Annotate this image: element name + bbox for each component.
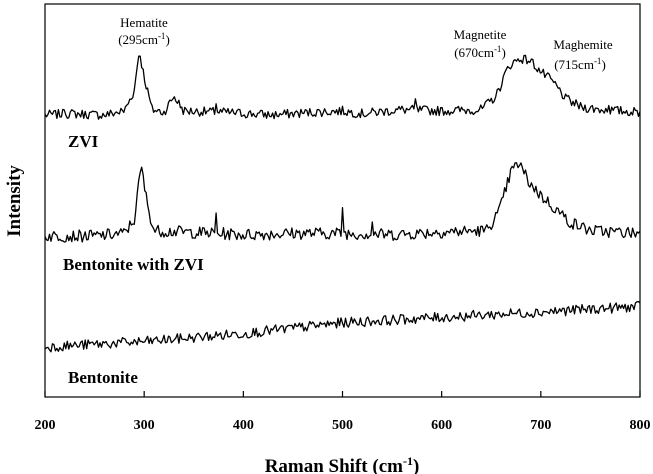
series-label-bentonite: Bentonite [68, 368, 138, 387]
spectra-series [44, 54, 641, 353]
series-line-zvi [44, 54, 641, 120]
plot-frame [44, 3, 641, 398]
svg-text:(295cm-1): (295cm-1) [118, 31, 170, 47]
y-axis-title: Intensity [4, 165, 25, 237]
svg-text:Maghemite: Maghemite [553, 37, 612, 52]
x-axis-ticks: 200 300 400 500 600 700 800 [35, 391, 651, 433]
series-line-bentonite [44, 300, 641, 353]
x-tick-label-200: 200 [35, 418, 56, 433]
svg-text:(670cm-1): (670cm-1) [454, 44, 506, 60]
series-label-bentonite-zvi: Bentonite with ZVI [63, 255, 204, 274]
x-tick-label-700: 700 [530, 418, 551, 433]
x-tick-label-600: 600 [431, 418, 452, 433]
x-tick-label-400: 400 [233, 418, 254, 433]
x-tick-label-500: 500 [332, 418, 353, 433]
annotation-maghemite: Maghemite (715cm-1) [553, 37, 612, 72]
svg-text:Hematite: Hematite [120, 15, 168, 30]
series-line-bentonite-with-zvi [44, 162, 641, 243]
x-tick-label-800: 800 [630, 418, 651, 433]
x-axis-title: Raman Shift (cm-1) [265, 454, 420, 474]
svg-text:(715cm-1): (715cm-1) [554, 56, 606, 72]
x-tick-label-300: 300 [134, 418, 155, 433]
annotation-magnetite: Magnetite (670cm-1) [454, 27, 507, 60]
annotation-hematite: Hematite (295cm-1) [118, 15, 170, 47]
svg-text:Magnetite: Magnetite [454, 27, 507, 42]
series-label-zvi: ZVI [68, 132, 99, 151]
